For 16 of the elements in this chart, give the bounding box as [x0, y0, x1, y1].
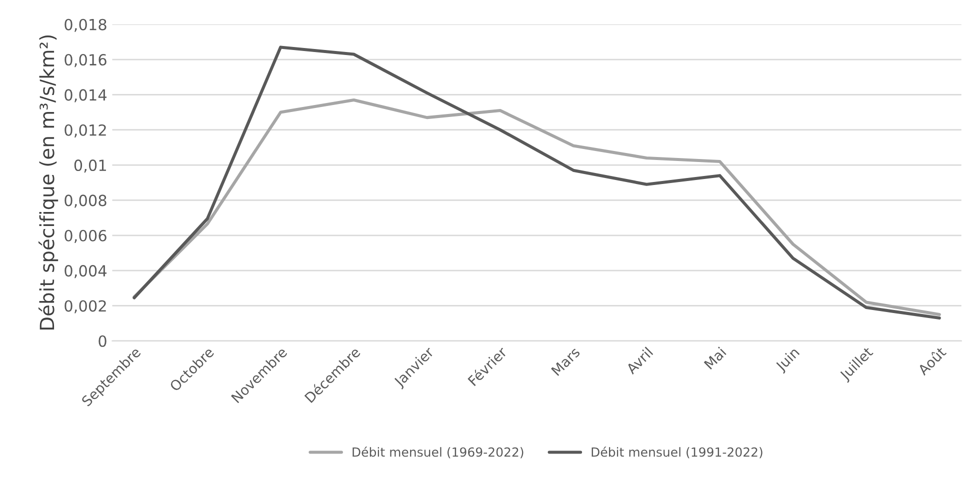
y-tick-label: 0,004	[64, 265, 107, 278]
y-tick-label: 0,008	[64, 194, 106, 208]
x-tick-label: Mai	[704, 346, 726, 370]
line-series	[132, 98, 941, 316]
y-tick-label: 0	[98, 335, 106, 347]
y-tick-label: 0,012	[64, 124, 106, 138]
y-tick-label: 0,016	[64, 54, 106, 68]
legend-label: Débit mensuel (1969-2022)	[352, 446, 524, 458]
y-tick-label: 0,014	[64, 89, 107, 102]
legend-label: Débit mensuel (1991-2022)	[592, 446, 762, 458]
y-tick-label: 0,018	[64, 18, 106, 32]
y-tick-label: 0,006	[64, 230, 106, 243]
y-axis-title: Débit spécifique (en m³/s/km²)	[38, 35, 58, 330]
y-tick-label: 0,01	[74, 160, 106, 173]
line-series	[132, 46, 941, 320]
y-tick-label: 0,002	[64, 300, 106, 314]
